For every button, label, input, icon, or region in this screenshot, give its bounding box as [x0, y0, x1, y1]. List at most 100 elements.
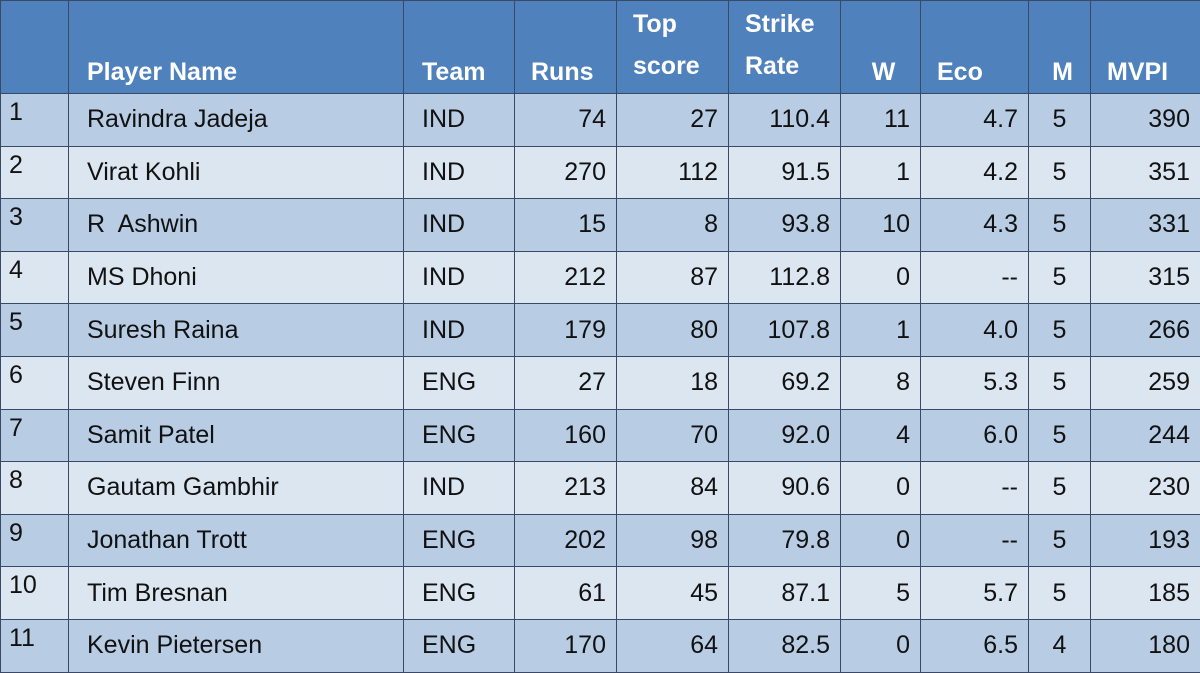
- header-cell: [1, 1, 69, 94]
- table-cell: 11: [1, 619, 69, 672]
- table-cell: --: [921, 462, 1029, 515]
- table-cell: 8: [841, 356, 921, 409]
- table-cell: 266: [1091, 304, 1200, 357]
- table-cell: 1: [1, 94, 69, 147]
- table-cell: 6.0: [921, 409, 1029, 462]
- table-cell: 11: [841, 94, 921, 147]
- table-cell: ENG: [404, 619, 515, 672]
- table-cell: ENG: [404, 356, 515, 409]
- table-cell: 5.7: [921, 567, 1029, 620]
- table-cell: 5: [1, 304, 69, 357]
- table-cell: 107.8: [729, 304, 841, 357]
- table-cell: 1: [841, 304, 921, 357]
- table-cell: 4.3: [921, 199, 1029, 252]
- table-cell: 3: [1, 199, 69, 252]
- table-cell: 0: [841, 619, 921, 672]
- table-cell: 70: [617, 409, 729, 462]
- table-cell: 270: [515, 146, 617, 199]
- table-cell: 315: [1091, 251, 1200, 304]
- table-cell: --: [921, 514, 1029, 567]
- table-cell: IND: [404, 251, 515, 304]
- table-cell: R Ashwin: [69, 199, 404, 252]
- table-cell: 179: [515, 304, 617, 357]
- table-cell: 0: [841, 251, 921, 304]
- table-cell: 82.5: [729, 619, 841, 672]
- table-cell: 5: [1029, 356, 1091, 409]
- table-cell: 259: [1091, 356, 1200, 409]
- table-cell: 8: [617, 199, 729, 252]
- table-cell: 5: [1029, 567, 1091, 620]
- table-cell: 4: [1029, 619, 1091, 672]
- table-cell: Gautam Gambhir: [69, 462, 404, 515]
- header-cell: Player Name: [69, 1, 404, 94]
- table-cell: 331: [1091, 199, 1200, 252]
- table-cell: 45: [617, 567, 729, 620]
- table-cell: 7: [1, 409, 69, 462]
- table-cell: 80: [617, 304, 729, 357]
- table-cell: 91.5: [729, 146, 841, 199]
- table-cell: Suresh Raina: [69, 304, 404, 357]
- table-cell: 84: [617, 462, 729, 515]
- table-cell: 5: [1029, 251, 1091, 304]
- table-cell: IND: [404, 146, 515, 199]
- table-cell: Tim Bresnan: [69, 567, 404, 620]
- table-cell: 390: [1091, 94, 1200, 147]
- table-cell: 180: [1091, 619, 1200, 672]
- header-cell: W: [841, 1, 921, 94]
- table-cell: 0: [841, 462, 921, 515]
- table-cell: 87.1: [729, 567, 841, 620]
- table-cell: 27: [515, 356, 617, 409]
- table-cell: 61: [515, 567, 617, 620]
- header-cell: Strike Rate: [729, 1, 841, 94]
- table-cell: ENG: [404, 567, 515, 620]
- table-cell: IND: [404, 199, 515, 252]
- table-cell: MS Dhoni: [69, 251, 404, 304]
- table-cell: 185: [1091, 567, 1200, 620]
- table-cell: 2: [1, 146, 69, 199]
- table-cell: 69.2: [729, 356, 841, 409]
- table-cell: ENG: [404, 409, 515, 462]
- table-cell: 4: [1, 251, 69, 304]
- table-cell: 64: [617, 619, 729, 672]
- table-cell: 5: [1029, 199, 1091, 252]
- table-cell: 93.8: [729, 199, 841, 252]
- table-cell: 193: [1091, 514, 1200, 567]
- table-cell: 244: [1091, 409, 1200, 462]
- table-cell: Samit Patel: [69, 409, 404, 462]
- table-cell: ENG: [404, 514, 515, 567]
- table-cell: 79.8: [729, 514, 841, 567]
- table-cell: IND: [404, 304, 515, 357]
- table-cell: 230: [1091, 462, 1200, 515]
- table-cell: 92.0: [729, 409, 841, 462]
- table-cell: 87: [617, 251, 729, 304]
- table-cell: --: [921, 251, 1029, 304]
- table-cell: 4.7: [921, 94, 1029, 147]
- table-cell: 90.6: [729, 462, 841, 515]
- table-cell: Kevin Pietersen: [69, 619, 404, 672]
- table-cell: 6: [1, 356, 69, 409]
- table-cell: 15: [515, 199, 617, 252]
- table-cell: 0: [841, 514, 921, 567]
- table-cell: 112: [617, 146, 729, 199]
- header-cell: MVPI: [1091, 1, 1200, 94]
- table-cell: 170: [515, 619, 617, 672]
- header-cell: Team: [404, 1, 515, 94]
- table-cell: 8: [1, 462, 69, 515]
- table-cell: 5: [1029, 462, 1091, 515]
- table-cell: 98: [617, 514, 729, 567]
- table-cell: 1: [841, 146, 921, 199]
- table-cell: 10: [841, 199, 921, 252]
- table-cell: Ravindra Jadeja: [69, 94, 404, 147]
- table-cell: 4.2: [921, 146, 1029, 199]
